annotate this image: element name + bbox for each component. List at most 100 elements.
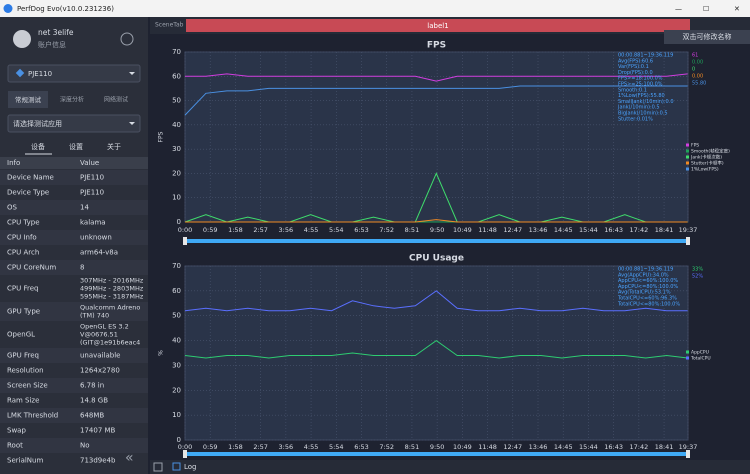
chart-title: FPS bbox=[427, 41, 446, 51]
subtab[interactable]: 设置 bbox=[69, 142, 83, 151]
table-row-bg bbox=[0, 348, 148, 363]
tab[interactable]: 网络测试 bbox=[104, 96, 128, 104]
slider-handle[interactable] bbox=[183, 237, 187, 245]
minimize-button[interactable]: — bbox=[675, 5, 682, 13]
slider-handle[interactable] bbox=[686, 450, 690, 458]
stats-line: SmallJank(/10min):0.0 bbox=[618, 99, 674, 105]
log-checkbox[interactable] bbox=[172, 462, 181, 471]
stats-line: Drop(FPS):0.0 bbox=[618, 70, 653, 76]
x-tick-label: 8:51 bbox=[405, 443, 420, 451]
tab-active[interactable] bbox=[8, 91, 48, 108]
device-select[interactable] bbox=[7, 64, 141, 83]
row-label: GPU Freq bbox=[7, 352, 39, 360]
x-tick-label: 5:54 bbox=[329, 443, 344, 451]
app-select[interactable] bbox=[7, 114, 141, 133]
subtab[interactable]: 关于 bbox=[107, 142, 121, 151]
title-bar bbox=[0, 0, 750, 17]
x-tick-label: 8:51 bbox=[405, 226, 420, 234]
device-name: PJE110 bbox=[28, 70, 52, 78]
row-value: No bbox=[80, 442, 90, 450]
row-value: Qualcomm Adreno bbox=[80, 304, 140, 312]
tab[interactable]: 常规测试 bbox=[15, 95, 42, 104]
user-name: net 3elife bbox=[38, 28, 74, 37]
dropdown-arrow bbox=[129, 122, 135, 125]
series-line bbox=[185, 219, 688, 223]
y-tick-label: 60 bbox=[172, 287, 181, 295]
x-tick-label: 0:59 bbox=[203, 226, 218, 234]
chart: FPS FPS 0 10 20 30 40 50 60 70 0:00 0:59 1:58 2:57 3:5… bbox=[158, 41, 730, 245]
y-tick-label: 10 bbox=[172, 411, 181, 419]
stats-line: FPS>=18:100.0% bbox=[618, 76, 663, 82]
settings-icon[interactable] bbox=[120, 32, 134, 46]
legend-swatch bbox=[686, 149, 689, 153]
y-tick-label: 10 bbox=[172, 194, 181, 202]
scene-tab[interactable]: SceneTab bbox=[155, 22, 184, 29]
tab[interactable]: 深度分析 bbox=[60, 96, 84, 104]
series-line bbox=[185, 73, 688, 82]
x-tick-label: 3:56 bbox=[279, 443, 294, 451]
y-tick-label: 0 bbox=[177, 436, 181, 444]
log-label: Log bbox=[184, 463, 197, 471]
x-tick-label: 9:50 bbox=[430, 226, 445, 234]
stats-line: 00:00.881~19:36.119 bbox=[618, 53, 673, 59]
stats-line: Avg(FPS):60.6 bbox=[618, 58, 653, 64]
row-value: PJE110 bbox=[80, 189, 104, 197]
row-label: CPU Info bbox=[7, 234, 37, 242]
legend-swatch bbox=[686, 350, 689, 354]
time-slider[interactable] bbox=[185, 239, 688, 243]
table-row-bg bbox=[0, 378, 148, 393]
x-tick-label: 2:57 bbox=[253, 443, 268, 451]
legend-label: 1%Low(FPS) bbox=[691, 167, 719, 173]
row-label: Device Type bbox=[7, 189, 49, 197]
stats-line: AppCPU<=80%:100.0% bbox=[618, 284, 678, 290]
row-value: (GIT@1e91b6eac4 bbox=[80, 339, 140, 347]
avatar[interactable] bbox=[13, 30, 31, 48]
row-value: 1264x2780 bbox=[80, 367, 120, 375]
x-tick-label: 10:49 bbox=[453, 443, 472, 451]
expand-button[interactable] bbox=[153, 462, 163, 472]
stats-line: TotalCPU<=60%:96.3% bbox=[617, 296, 677, 302]
x-tick-label: 17:42 bbox=[629, 443, 648, 451]
y-tick-label: 20 bbox=[172, 169, 181, 177]
x-tick-label: 14:45 bbox=[554, 443, 573, 451]
account-info[interactable]: 账户信息 bbox=[38, 40, 66, 49]
row-label: CPU CoreNum bbox=[7, 264, 56, 272]
row-value: 14 bbox=[80, 204, 89, 212]
plot-area bbox=[184, 265, 689, 441]
scene-label: label1 bbox=[427, 22, 448, 30]
table-row-bg bbox=[0, 302, 148, 321]
table-row-bg bbox=[0, 408, 148, 423]
collapse-icon[interactable]: « bbox=[125, 450, 134, 466]
row-label: Root bbox=[7, 442, 23, 450]
series-line bbox=[184, 85, 688, 116]
x-tick-label: 4:55 bbox=[304, 226, 319, 234]
current-value: 0.00 bbox=[692, 60, 703, 66]
subtab[interactable]: 设备 bbox=[31, 142, 45, 151]
table-row-bg bbox=[0, 230, 148, 245]
slider-handle[interactable] bbox=[686, 237, 690, 245]
x-tick-label: 14:45 bbox=[554, 226, 573, 234]
stats-line: BigJank(/10min):0.5 bbox=[618, 111, 668, 117]
time-slider[interactable] bbox=[185, 452, 688, 456]
chart-title: CPU Usage bbox=[409, 254, 464, 264]
x-tick-label: 6:53 bbox=[354, 443, 369, 451]
close-button[interactable]: ✕ bbox=[734, 5, 740, 13]
x-tick-label: 16:43 bbox=[604, 226, 623, 234]
current-value: 61 bbox=[692, 53, 698, 59]
legend-label: Stutter(卡顿率) bbox=[691, 160, 724, 167]
x-tick-label: 9:50 bbox=[430, 443, 445, 451]
y-tick-label: 50 bbox=[172, 312, 181, 320]
stats-line: TotalCPU<=80%:100.0% bbox=[617, 301, 680, 307]
row-label: OS bbox=[7, 204, 18, 212]
y-tick-label: 30 bbox=[172, 361, 181, 369]
maximize-button[interactable]: ☐ bbox=[703, 5, 709, 13]
scene-label-bar[interactable] bbox=[186, 19, 690, 32]
row-label: SerialNum bbox=[7, 457, 43, 465]
x-tick-label: 2:57 bbox=[253, 226, 268, 234]
legend-label: FPS bbox=[691, 143, 699, 149]
row-value: 307MHz - 2016MHz bbox=[80, 277, 144, 285]
x-tick-label: 17:42 bbox=[629, 226, 648, 234]
row-value: 499MHz - 2803MHz bbox=[80, 285, 144, 293]
slider-handle[interactable] bbox=[183, 450, 187, 458]
x-tick-label: 1:58 bbox=[228, 443, 243, 451]
